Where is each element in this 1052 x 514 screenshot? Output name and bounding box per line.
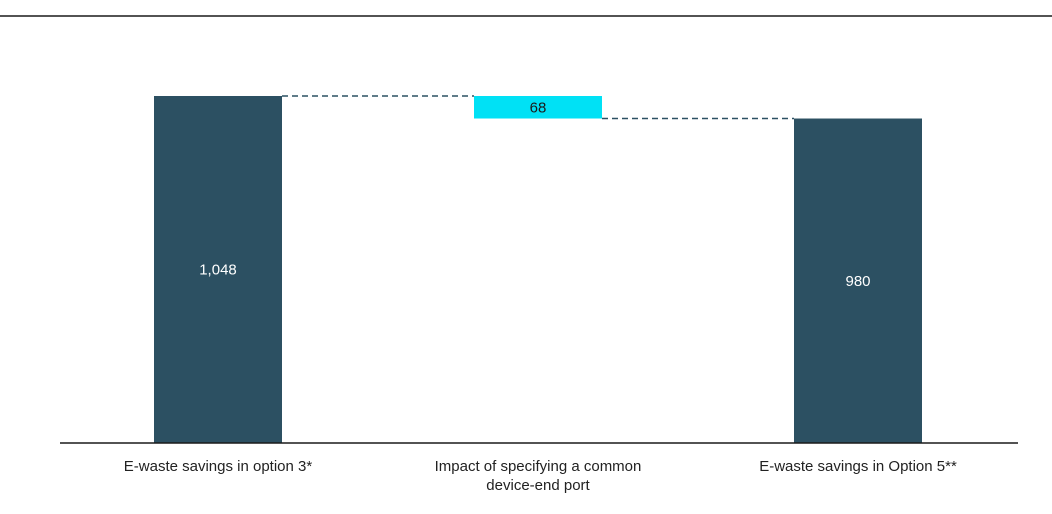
bar-value-label-2: 68 bbox=[530, 99, 547, 116]
category-label-2: Impact of specifying a common device-end … bbox=[435, 458, 642, 494]
category-labels-layer: E-waste savings in option 3* Impact of sp… bbox=[124, 458, 957, 494]
bar-3 bbox=[794, 118, 922, 444]
category-label-line: E-waste savings in Option 5** bbox=[759, 458, 957, 475]
category-label-line: device-end port bbox=[486, 477, 590, 494]
bar-1 bbox=[154, 96, 282, 443]
bar-value-label-1: 1,048 bbox=[199, 262, 237, 279]
bar-2 bbox=[474, 96, 602, 119]
category-label-line: Impact of specifying a common bbox=[435, 458, 642, 475]
bar-value-label-3: 980 bbox=[845, 273, 870, 290]
connectors-layer bbox=[282, 95, 794, 120]
category-label-3: E-waste savings in Option 5** bbox=[759, 458, 957, 475]
labels-layer: 1,048 68 980 bbox=[199, 99, 870, 290]
category-label-1: E-waste savings in option 3* bbox=[124, 458, 313, 475]
category-label-line: E-waste savings in option 3* bbox=[124, 458, 313, 475]
bars-layer bbox=[154, 96, 922, 444]
